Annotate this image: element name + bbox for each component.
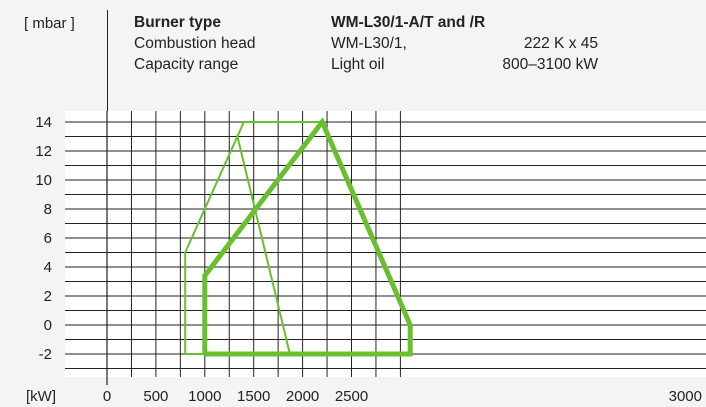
y-tick-label: -2	[39, 346, 52, 363]
combustion-head-label: Combustion head	[134, 35, 256, 52]
header-divider	[107, 10, 108, 113]
y-tick-label: 10	[35, 172, 52, 189]
x-tick-label: 2000	[286, 388, 319, 405]
y-tick-label: 6	[44, 230, 52, 247]
series-2-line	[236, 134, 291, 355]
tick-labels: 14 12 10 8 6 4 2 0 -2 [kW] 0 500 1000 1500 2000 2500 300…	[26, 114, 702, 405]
x-tick-label: 1000	[188, 388, 221, 405]
x-tick-label: 2500	[335, 388, 368, 405]
series-1-line	[202, 117, 413, 357]
combustion-head-size: 222 K x 45	[523, 35, 598, 52]
burner-type-value: WM-L30/1-A/T and /R	[331, 14, 486, 31]
capacity-range-value: 800–3100 kW	[502, 56, 598, 73]
x-tick-label: 0	[103, 388, 111, 405]
x-tick-label: 1500	[237, 388, 270, 405]
x-tick-label: 3000	[669, 388, 702, 405]
y-tick-label: 8	[44, 201, 52, 218]
y-tick-label: 4	[44, 259, 52, 276]
combustion-head-value: WM-L30/1,	[331, 35, 407, 52]
unit-label: [ mbar ]	[24, 15, 75, 32]
plot-background	[65, 111, 706, 377]
burner-type-label: Burner type	[134, 14, 221, 31]
x-axis-label: [kW]	[26, 388, 56, 405]
y-tick-label: 2	[44, 288, 52, 305]
capacity-range-label: Capacity range	[134, 56, 239, 73]
y-tick-label: 14	[35, 114, 52, 131]
curves	[184, 117, 413, 357]
y-tick-label: 0	[44, 317, 52, 334]
y-tick-label: 12	[35, 143, 52, 160]
capacity-range-fuel: Light oil	[331, 56, 385, 73]
x-tick-label: 500	[143, 388, 168, 405]
